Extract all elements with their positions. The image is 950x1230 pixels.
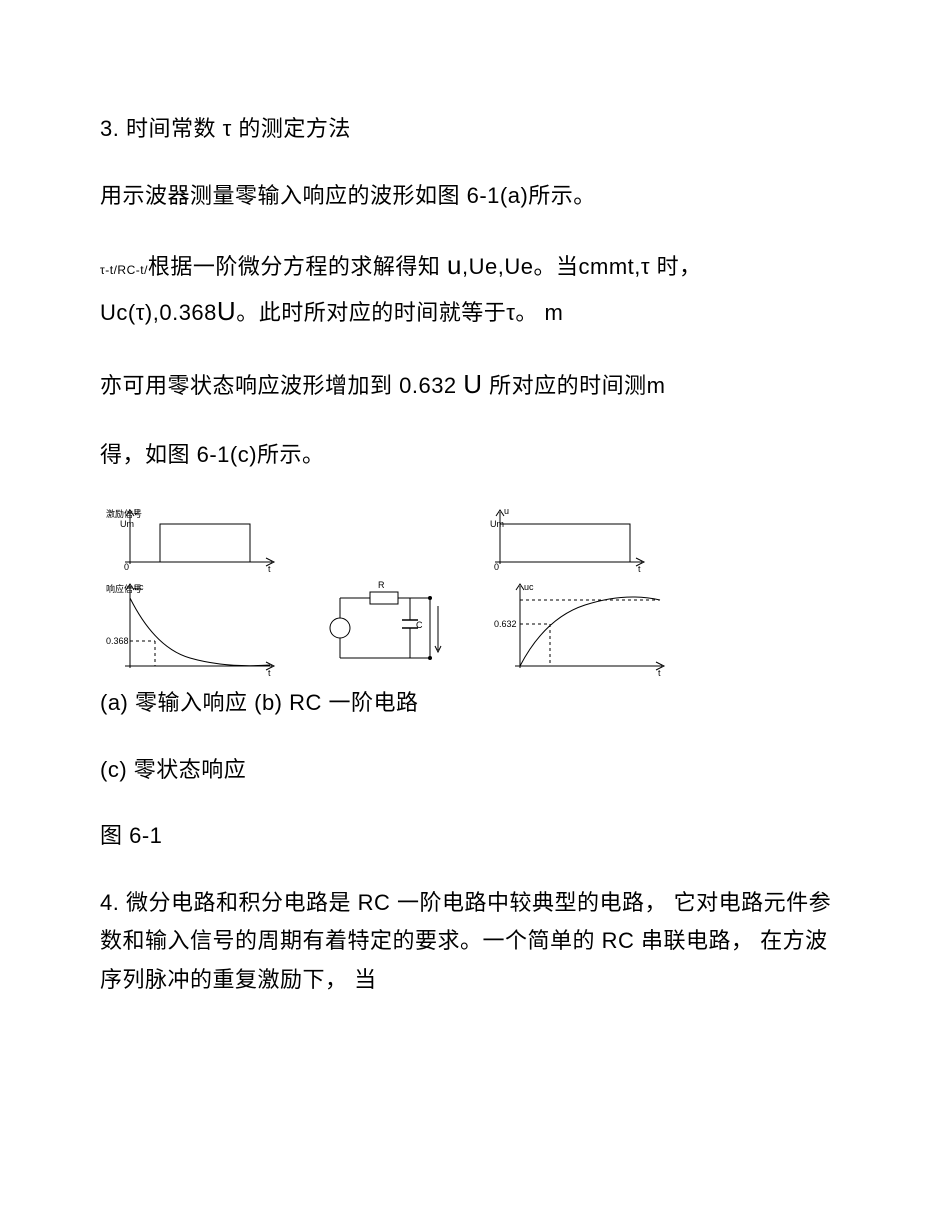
circuit-r-label: R xyxy=(378,580,385,590)
p2-end: 。此时所对应的时间就等于τ。 m xyxy=(236,300,563,325)
section3-p2: τ-t/RC-t/根据一阶微分方程的求解得知 u,Ue,Ue。当cmmt,τ 时… xyxy=(100,243,850,334)
fig-label-t-2: t xyxy=(638,564,641,572)
svg-text:0: 0 xyxy=(124,562,129,572)
p3-u: U xyxy=(463,369,482,399)
caption-fig: 图 6-1 xyxy=(100,817,850,856)
fig-label-uc-1: uc xyxy=(134,582,144,592)
p2-u1: u xyxy=(447,250,462,280)
fig-label-um-2: Um xyxy=(490,519,504,529)
fig-label-0368: 0.368 xyxy=(106,636,129,646)
svg-text:0: 0 xyxy=(494,562,499,572)
section3-p3: 亦可用零状态响应波形增加到 0.632 U 所对应的时间测m xyxy=(100,362,850,408)
fig-label-u-2: u xyxy=(504,506,509,516)
section3-heading: 3. 时间常数 τ 的测定方法 xyxy=(100,110,850,149)
fig-step-left: 激励信号 Um 0 t u xyxy=(100,502,280,572)
fig-circuit: R C xyxy=(320,578,450,678)
circuit-c-label: C xyxy=(416,620,423,630)
fig-label-t-1: t xyxy=(268,564,271,572)
section3-p1: 用示波器测量零输入响应的波形如图 6-1(a)所示。 xyxy=(100,177,850,216)
fig-decay: 响应信号 0.368 uc t xyxy=(100,578,280,678)
figure-bottom-row: 响应信号 0.368 uc t R xyxy=(100,578,850,678)
fig-label-u-1: u xyxy=(134,506,139,516)
fig-label-t-3: t xyxy=(268,668,271,678)
fig-label-um-1: Um xyxy=(120,519,134,529)
caption-ab: (a) 零输入响应 (b) RC 一阶电路 xyxy=(100,684,850,723)
figure-top-row: 激励信号 Um 0 t u Um 0 t xyxy=(100,502,850,572)
p2-body: 根据一阶微分方程的求解得知 xyxy=(148,254,441,279)
section4-text: 4. 微分电路和积分电路是 RC 一阶电路中较典型的电路， 它对电路元件参数和输… xyxy=(100,884,850,1000)
fig-label-uc-2: uc xyxy=(524,582,534,592)
p2-prefix: τ-t/RC-t/ xyxy=(100,263,148,277)
p3-b: 所对应的时间测m xyxy=(483,373,666,398)
fig-step-right: Um 0 t u xyxy=(470,502,650,572)
figure-6-1: 激励信号 Um 0 t u Um 0 t xyxy=(100,502,850,678)
fig-label-0632: 0.632 xyxy=(494,619,517,629)
fig-label-t-4: t xyxy=(658,668,661,678)
section3-p4: 得，如图 6-1(c)所示。 xyxy=(100,436,850,475)
p2-u2: U xyxy=(217,296,236,326)
caption-c: (c) 零状态响应 xyxy=(100,751,850,790)
p3-a: 亦可用零状态响应波形增加到 0.632 xyxy=(100,373,463,398)
fig-rise: 0.632 uc t xyxy=(490,578,670,678)
